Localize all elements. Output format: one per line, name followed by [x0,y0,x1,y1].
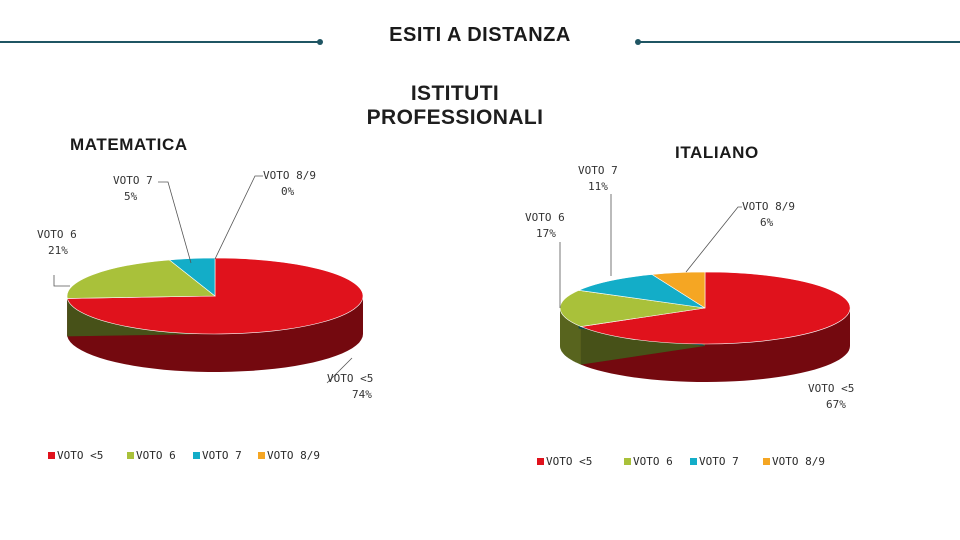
title-rule-dot-right [635,39,641,45]
data-label-name-voto-7: VOTO 7 [113,174,153,187]
title-rule-right [638,41,960,43]
legend-swatch-voto-5 [48,452,55,459]
data-label-name-voto-5: VOTO <5 [808,382,854,395]
pie-slice-voto-7 [168,257,216,297]
pie-slice-voto-6 [559,289,706,327]
slide-title: ESITI A DISTANZA [389,24,571,46]
legend-swatch-voto-8-9 [763,458,770,465]
data-label-name-voto-6: VOTO 6 [525,211,565,224]
data-labels: VOTO <5 74% VOTO 6 21% VOTO 7 5% VOTO 8/9 0% VOT… [37,164,854,411]
leader-line-voto-7 [158,181,192,264]
data-label-value-voto-8-9: 0% [281,185,295,198]
chart-legends: VOTO <5 VOTO 6 VOTO 7 VOTO 8/9 VOTO <5 VOTO 6… [48,449,825,468]
pie-wall-voto-6 [560,308,581,365]
pie-chart-italiano [559,271,851,382]
pie-slice-voto-6 [66,259,216,299]
legend-swatch-voto-7 [690,458,697,465]
leader-line-voto-5 [326,357,353,384]
data-label-value-voto-6: 21% [48,244,68,257]
leader-line-voto-6 [53,275,70,287]
data-label-value-voto-6: 17% [536,227,556,240]
data-label-name-voto-7: VOTO 7 [578,164,618,177]
leader-line-voto-8-9 [214,175,263,260]
legend-label-voto-8-9: VOTO 8/9 [772,455,825,468]
slide-subtitle: ISTITUTI PROFESSIONALI [366,82,544,129]
legend-swatch-voto-7 [193,452,200,459]
data-label-value-voto-8-9: 6% [760,216,774,229]
pie-slice-voto-7 [577,274,706,309]
legend-label-voto-8-9: VOTO 8/9 [267,449,320,462]
data-label-value-voto-5: 74% [352,388,372,401]
data-label-name-voto-8-9: VOTO 8/9 [742,200,795,213]
data-label-name-voto-6: VOTO 6 [37,228,77,241]
legend-label-voto-7: VOTO 7 [699,455,739,468]
title-rule-left [0,41,320,43]
legend-swatch-voto-6 [127,452,134,459]
data-label-name-voto-8-9: VOTO 8/9 [263,169,316,182]
pie-wall-voto-5 [581,308,850,382]
legend-label-voto-6: VOTO 6 [136,449,176,462]
leader-line-voto-8-9 [685,206,742,273]
legend-swatch-voto-6 [624,458,631,465]
legend-swatch-voto-8-9 [258,452,265,459]
data-label-value-voto-7: 5% [124,190,138,203]
data-label-value-voto-7: 11% [588,180,608,193]
legend-label-voto-6: VOTO 6 [633,455,673,468]
legend-swatch-voto-5 [537,458,544,465]
data-label-name-voto-5: VOTO <5 [327,372,373,385]
legend-label-voto-7: VOTO 7 [202,449,242,462]
chart-title-italiano: ITALIANO [675,143,759,162]
title-rule-dot-left [317,39,323,45]
data-label-value-voto-5: 67% [826,398,846,411]
pie-slice-voto-5 [579,271,851,345]
pie-chart-matematica [66,257,364,372]
chart-title-matematica: MATEMATICA [70,135,188,154]
legend-label-voto-5: VOTO <5 [546,455,592,468]
legend-label-voto-5: VOTO <5 [57,449,103,462]
pie-slice-voto-8-9 [651,271,706,309]
